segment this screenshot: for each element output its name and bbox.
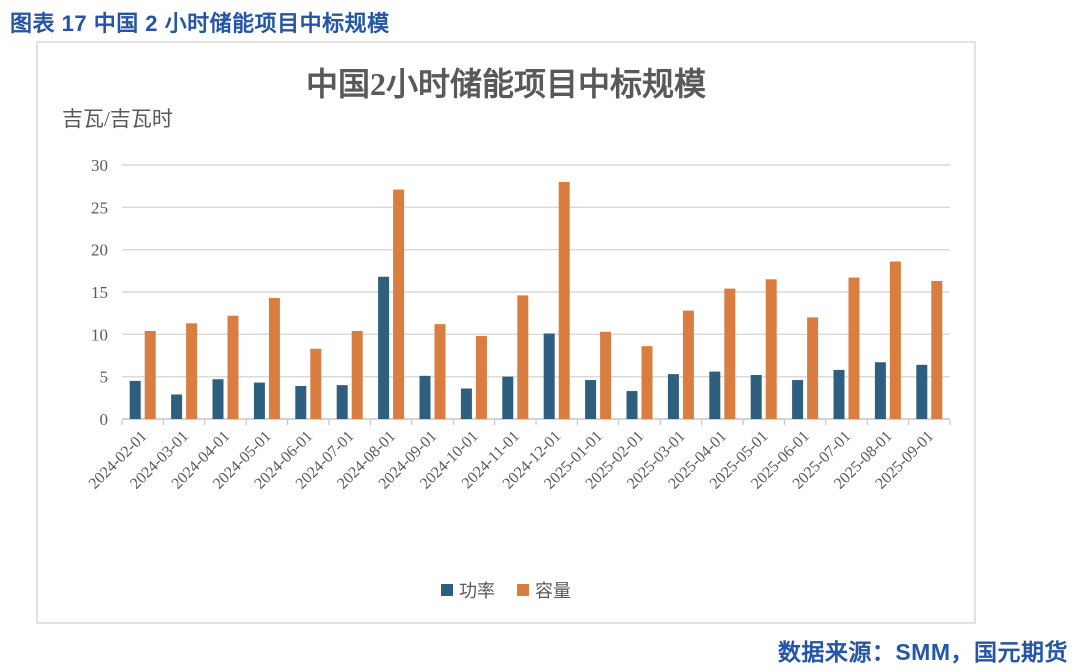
y-tick-label: 20 (91, 241, 108, 260)
legend-item-power: 功率 (441, 577, 495, 603)
power-legend-label: 功率 (459, 581, 495, 601)
capacity-bar (765, 279, 777, 419)
y-tick-label: 0 (100, 410, 109, 429)
power-legend-swatch-icon (441, 584, 453, 596)
power-bar (750, 374, 762, 419)
power-bar (129, 380, 141, 419)
y-tick-label: 25 (91, 198, 108, 217)
capacity-bar (848, 277, 860, 419)
capacity-bar (807, 317, 819, 419)
power-bar (543, 333, 555, 419)
power-bar (916, 364, 928, 419)
y-axis-unit-label: 吉瓦/吉瓦时 (62, 107, 173, 131)
figure-caption: 图表 17 中国 2 小时储能项目中标规模 (10, 11, 390, 36)
capacity-bar (517, 295, 529, 419)
y-tick-label: 15 (91, 283, 108, 302)
capacity-bar (227, 315, 239, 419)
power-bar (460, 388, 472, 419)
chart-title: 中国2小时储能项目中标规模 (305, 66, 706, 102)
capacity-bar (186, 323, 198, 419)
capacity-bar (475, 336, 487, 419)
capacity-bar (558, 181, 570, 419)
capacity-bar (310, 348, 322, 419)
capacity-bar (724, 288, 736, 419)
power-bar (667, 374, 679, 419)
capacity-bar (931, 280, 943, 419)
capacity-bar (641, 346, 653, 419)
power-bar (253, 382, 265, 419)
power-bar (585, 380, 597, 419)
power-bar (378, 276, 390, 419)
capacity-bar (682, 310, 694, 419)
power-bar (171, 394, 183, 419)
power-bar (212, 379, 224, 419)
power-bar (833, 369, 845, 419)
bar-chart-plot: 0510152025302024-02-012024-03-012024-04-… (86, 156, 951, 493)
power-bar (336, 385, 348, 419)
legend-item-capacity: 容量 (517, 577, 571, 603)
y-tick-label: 10 (91, 325, 108, 344)
capacity-bar (434, 324, 446, 419)
y-tick-label: 5 (100, 368, 109, 387)
power-bar (502, 376, 514, 419)
power-bar (709, 371, 721, 419)
capacity-bar (268, 297, 280, 419)
power-bar (874, 362, 886, 419)
chart-legend: 功率 容量 (38, 577, 974, 603)
chart-container: 中国2小时储能项目中标规模 吉瓦/吉瓦时 0 5 10 15 20 25 30 2024-02… (36, 41, 976, 624)
capacity-bar (600, 331, 612, 419)
power-bar (626, 391, 638, 419)
capacity-bar (351, 330, 363, 419)
capacity-bar (393, 189, 405, 419)
capacity-legend-swatch-icon (517, 584, 529, 596)
y-tick-label: 30 (91, 156, 108, 175)
power-bar (792, 380, 804, 419)
data-source-note: 数据来源：SMM，国元期货 (777, 639, 1068, 665)
capacity-bar (144, 330, 156, 419)
capacity-bar (889, 261, 901, 419)
power-bar (419, 375, 431, 419)
capacity-legend-label: 容量 (535, 581, 571, 601)
power-bar (295, 385, 307, 419)
